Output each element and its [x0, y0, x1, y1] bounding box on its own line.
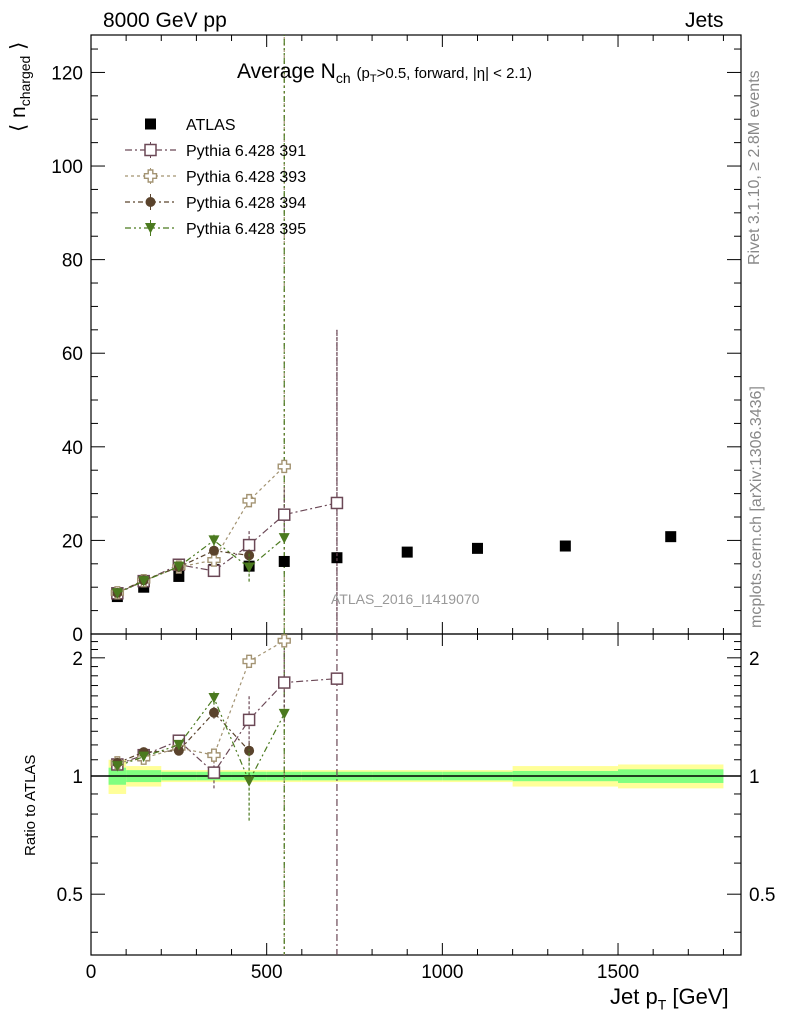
series-line [117, 537, 285, 594]
legend-label: Pythia 6.428 394 [186, 195, 306, 212]
data-point [277, 459, 291, 474]
rivet-label: Rivet 3.1.10, ≥ 2.8M events [746, 70, 763, 265]
data-point [243, 562, 255, 574]
ratio-data-point [278, 708, 290, 720]
data-point [207, 553, 221, 567]
x-tick-label: 1500 [597, 962, 639, 983]
ratio-data-point [207, 766, 221, 779]
ratio-data-point [243, 776, 255, 787]
ratio-data-point [208, 707, 219, 718]
ratio-data-point [173, 745, 184, 756]
data-point [173, 570, 185, 582]
y-tick-label-ratio: 2 [72, 649, 83, 670]
ratio-data-point [277, 634, 291, 648]
data-point [278, 533, 290, 544]
y-tick-label-main: 80 [62, 251, 83, 272]
data-point [665, 531, 677, 543]
ratio-data-point [111, 761, 123, 772]
data-point [208, 545, 219, 556]
data-point [242, 538, 256, 552]
y-tick-label-ratio: 1 [72, 767, 83, 788]
title-cuts: (pT>0.5, forward, |η| < 2.1) [356, 65, 532, 85]
data-point [208, 535, 220, 546]
header-left: 8000 GeV pp [103, 9, 227, 32]
data-point [277, 508, 291, 521]
legend-marker [145, 197, 156, 207]
y-tick-label-main: 60 [62, 344, 83, 365]
y-tick-label-main: 100 [51, 157, 83, 178]
data-point [401, 546, 413, 558]
y-tick-label-main: 0 [72, 625, 83, 646]
ratio-data-point [242, 713, 256, 727]
title-main-sub: ch [335, 70, 351, 87]
ratio-data-point [244, 745, 255, 756]
x-tick-label: 0 [86, 962, 97, 983]
x-axis-label: Jet pT [GeV] [610, 984, 729, 1013]
mcplots-label: mcplots.cern.ch [arXiv:1306.3436] [748, 386, 765, 628]
y-tick-label-ratio-right: 0.5 [749, 885, 775, 906]
ratio-data-point [208, 693, 220, 704]
data-point [242, 493, 256, 508]
legend-marker [145, 118, 156, 130]
legend-label: Pythia 6.428 391 [186, 143, 306, 160]
series-line [117, 466, 285, 594]
legend-label: Pythia 6.428 393 [186, 169, 306, 186]
y-axis-label-main: ⟨ ncharged ⟩ [7, 41, 34, 132]
analysis-watermark: ATLAS_2016_I1419070 [331, 591, 480, 607]
header-right: Jets [685, 9, 724, 32]
y-tick-label-main: 40 [62, 438, 83, 459]
data-point [138, 576, 150, 587]
legend-marker [143, 169, 158, 183]
title-main: Average N [237, 60, 336, 83]
ratio-frame [90, 633, 742, 956]
ratio-plot-area [110, 634, 344, 955]
ratio-data-point [207, 748, 221, 762]
legend-marker [145, 223, 156, 234]
data-point [207, 564, 221, 578]
ratio-data-point [138, 751, 150, 763]
y-tick-label-main: 120 [51, 63, 83, 84]
data-point [330, 496, 344, 510]
data-point [559, 540, 571, 552]
main-plot-area [110, 35, 677, 634]
x-tick-label: 500 [251, 962, 283, 983]
legend-label: Pythia 6.428 395 [186, 221, 306, 238]
legend-label: ATLAS [186, 117, 236, 134]
chart-title: Average Nch (pT>0.5, forward, |η| < 2.1) [237, 60, 532, 86]
data-point [471, 542, 483, 554]
ratio-data-point [330, 672, 344, 685]
data-point [111, 588, 123, 599]
y-axis-label-ratio: Ratio to ATLAS [22, 754, 39, 856]
data-point [331, 552, 343, 564]
data-point [173, 561, 185, 573]
ratio-data-point [242, 654, 256, 668]
ratio-data-point [277, 676, 291, 689]
ratio-data-point [173, 739, 185, 751]
legend-marker [144, 143, 157, 157]
x-tick-label: 1000 [421, 962, 463, 983]
y-tick-label-ratio-right: 2 [749, 649, 760, 670]
ratio-series-line [117, 640, 285, 764]
data-point [278, 555, 290, 567]
y-tick-label-ratio-right: 1 [749, 767, 760, 788]
y-tick-label-main: 20 [62, 531, 83, 552]
ratio-series-line [117, 696, 285, 783]
y-tick-label-ratio: 0.5 [57, 885, 83, 906]
